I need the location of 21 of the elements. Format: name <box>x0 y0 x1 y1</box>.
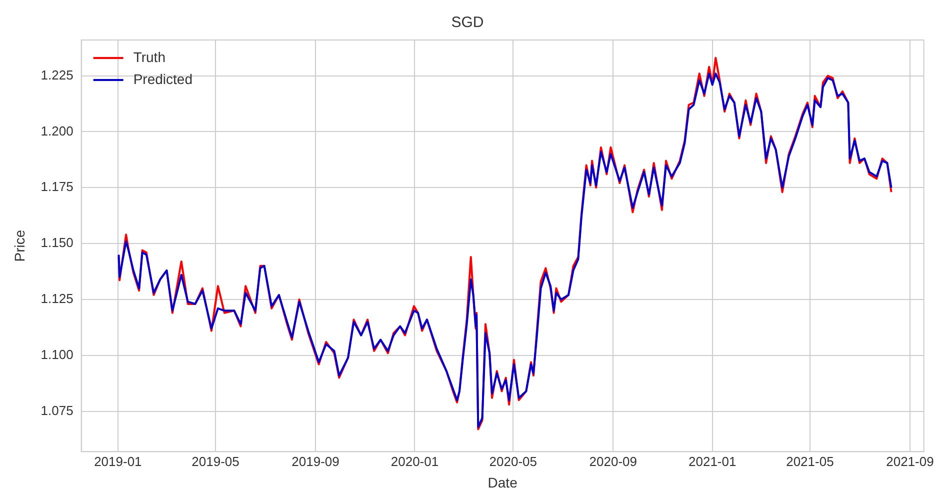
y-tick-label: 1.100 <box>40 346 74 362</box>
x-tick-label: 2019-05 <box>192 454 240 469</box>
x-tick-label: 2020-01 <box>390 454 439 469</box>
legend-label: Truth <box>133 48 166 65</box>
y-tick-label: 1.125 <box>40 291 74 306</box>
x-tick-label: 2020-05 <box>489 454 537 469</box>
y-tick-label: 1.150 <box>40 235 74 250</box>
chart-title: SGD <box>451 14 484 32</box>
legend-label: Predicted <box>133 70 192 87</box>
x-tick-label: 2020-09 <box>589 454 638 469</box>
y-tick-label: 1.075 <box>40 402 74 418</box>
x-axis-title: Date <box>488 474 518 490</box>
x-tick-label: 2019-01 <box>94 454 142 469</box>
y-tick-label: 1.225 <box>40 67 74 82</box>
x-tick-label: 2021-09 <box>886 454 934 469</box>
y-tick-label: 1.175 <box>40 179 74 194</box>
x-tick-label: 2021-05 <box>786 454 834 469</box>
x-tick-label: 2021-01 <box>688 454 736 469</box>
x-tick-label: 2019-09 <box>292 454 340 469</box>
y-axis-title: Price <box>11 230 28 262</box>
y-tick-label: 1.200 <box>40 123 74 138</box>
